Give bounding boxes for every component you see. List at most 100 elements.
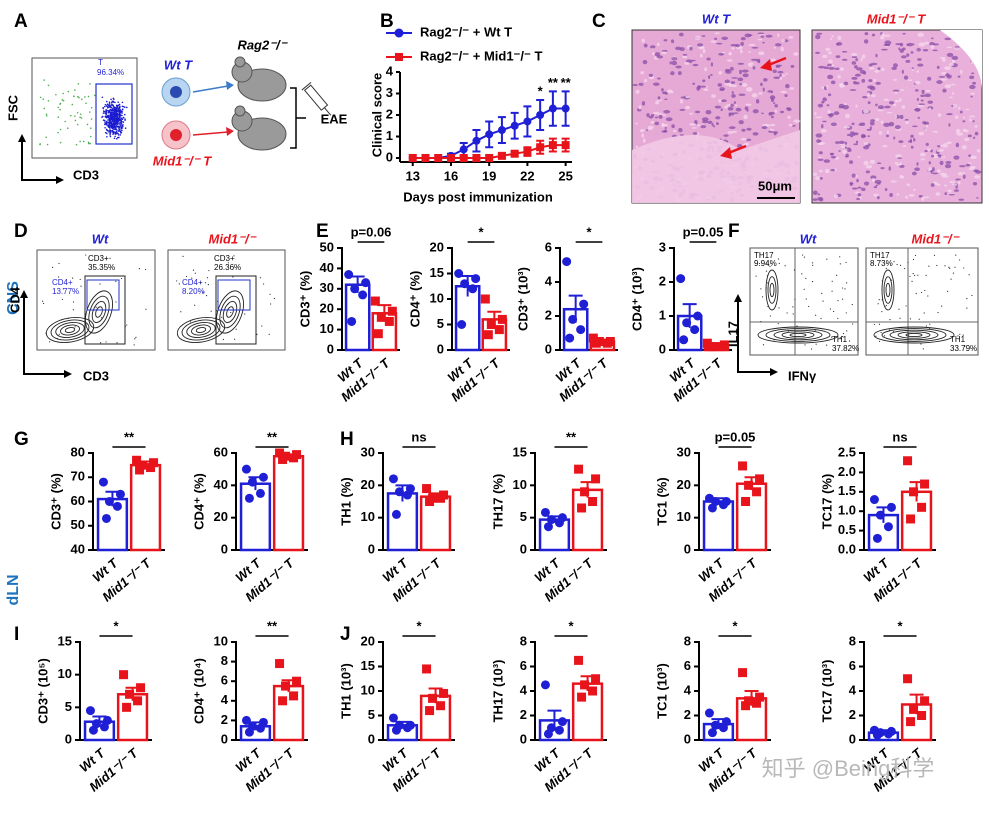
data-point	[744, 696, 754, 706]
flow-event	[761, 296, 764, 298]
flow-event	[138, 267, 140, 270]
flow-event	[792, 313, 794, 315]
data-point	[886, 502, 896, 512]
tissue-cell	[679, 99, 684, 104]
gate-percent: 13.77%	[52, 287, 79, 296]
data-point	[738, 668, 748, 678]
flow-event	[106, 109, 108, 112]
tissue-cell	[854, 73, 861, 77]
flow-event	[852, 323, 854, 325]
flow-event	[963, 267, 965, 269]
flow-event	[792, 306, 794, 308]
tissue-cell	[930, 170, 933, 174]
data-point	[292, 676, 302, 686]
tissue-cell	[697, 43, 704, 47]
data-point	[350, 284, 360, 294]
tissue-cell	[700, 124, 707, 129]
tissue-cell	[644, 79, 648, 83]
tissue-cell	[860, 133, 866, 139]
y-tick-label: 20	[430, 239, 444, 254]
flow-event	[67, 317, 70, 319]
flow-event	[118, 113, 120, 115]
tissue-cell	[938, 75, 946, 78]
data-point	[872, 533, 882, 543]
flow-event	[112, 125, 115, 127]
tissue-cell	[946, 113, 953, 116]
flow-event	[120, 117, 123, 120]
data-point	[391, 509, 401, 519]
data-point	[577, 503, 587, 513]
flow-event	[214, 317, 217, 319]
y-tick-label: 0.5	[838, 522, 856, 537]
tissue-cell	[925, 89, 931, 93]
flow-event	[67, 90, 70, 93]
y-axis-label: CD3⁺ (10³)	[515, 267, 530, 331]
y-tick-label: 80	[71, 444, 85, 459]
flow-event	[116, 113, 118, 116]
tissue-cell	[867, 101, 871, 105]
tissue-cell	[907, 42, 914, 47]
contour	[883, 276, 893, 304]
pointer-arrow	[720, 147, 732, 159]
flow-event	[117, 125, 119, 128]
y-axis-label: CD3⁺ (%)	[297, 271, 312, 328]
gate	[215, 275, 257, 345]
flow-event	[889, 319, 891, 321]
data-point	[872, 730, 882, 740]
tissue-cell	[837, 35, 842, 40]
tissue-cell	[779, 73, 782, 78]
flow-event	[101, 96, 104, 99]
tissue-cell	[677, 71, 682, 76]
flow-event	[907, 262, 909, 264]
tissue-cell	[737, 77, 744, 82]
significance: **	[561, 75, 572, 90]
y-axis-label: CD4⁺ (%)	[407, 271, 422, 328]
gate-percent: 37.82%	[832, 344, 859, 353]
flow-event	[826, 344, 828, 346]
data-point	[454, 269, 464, 278]
contour	[773, 329, 823, 341]
flow-event	[102, 110, 105, 112]
tissue-cell	[732, 112, 739, 114]
tissue-cell	[901, 69, 904, 74]
axis-arrow	[21, 140, 58, 181]
tissue-cell	[944, 192, 948, 195]
marker	[536, 111, 545, 119]
tissue-cell	[976, 197, 979, 199]
bar	[239, 482, 272, 552]
data-point	[716, 342, 726, 352]
flow-event	[944, 265, 946, 267]
flow-event	[109, 257, 111, 259]
y-tick-label: 15	[513, 444, 527, 459]
significance: ns	[892, 429, 907, 444]
flow-event	[109, 125, 112, 127]
tissue-cell	[656, 42, 660, 47]
tissue-cell	[684, 61, 690, 65]
tissue-cell	[741, 128, 746, 132]
tissue-cell	[951, 59, 955, 64]
flow-event	[112, 123, 115, 126]
flow-event	[831, 336, 833, 338]
gate-percent: 35.35%	[88, 263, 115, 272]
gate-percent: 9.94%	[754, 259, 777, 268]
y-tick-label: 0	[437, 341, 444, 356]
contour	[781, 331, 815, 339]
tissue-cell	[940, 78, 947, 81]
flow-event	[87, 95, 90, 98]
flow-event	[822, 300, 824, 302]
tissue-cell	[914, 108, 921, 112]
flow-event	[917, 274, 919, 276]
tissue-cell	[894, 125, 901, 130]
tissue-cell	[946, 52, 954, 57]
flow-event	[121, 110, 123, 113]
flow-event	[256, 333, 258, 335]
flow-event	[839, 263, 841, 265]
tissue-cell	[748, 51, 751, 53]
contour	[889, 329, 939, 341]
tissue-cell	[857, 186, 862, 189]
tissue-cell	[731, 91, 734, 94]
tissue-cell	[944, 37, 952, 41]
tissue-cell	[699, 53, 703, 58]
tissue-cell	[682, 53, 688, 56]
panel-label: D	[14, 221, 28, 242]
